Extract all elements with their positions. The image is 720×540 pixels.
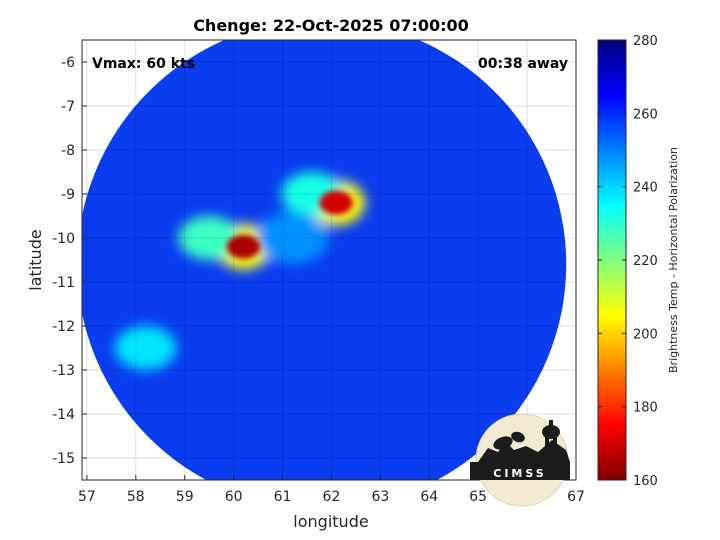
y-axis-label: latitude — [26, 229, 45, 290]
time-away-annotation: 00:38 away — [478, 56, 568, 72]
y-tick-label: -11 — [52, 275, 75, 291]
x-tick-label: 64 — [420, 489, 438, 505]
x-tick-label: 63 — [371, 489, 389, 505]
y-tick-label: -12 — [52, 319, 75, 335]
colorbar: 160 180 200 220 240 260 280 Brightness Temp - … — [597, 34, 680, 489]
x-tick-label: 65 — [469, 489, 487, 505]
feature-core-cluster-north — [319, 190, 354, 215]
x-axis-label: longitude — [293, 512, 368, 531]
feature-core-cluster-west — [226, 234, 261, 259]
colorbar-tick-label: 280 — [633, 34, 658, 49]
colorbar-tick-label: 200 — [633, 327, 658, 342]
chart-title: Chenge: 22-Oct-2025 07:00:00 — [193, 16, 469, 35]
colorbar-tick-label: 240 — [633, 181, 658, 196]
x-tick-label: 58 — [127, 489, 145, 505]
colorbar-tick-label: 260 — [633, 107, 658, 122]
colorbar-tick-label: 220 — [633, 254, 658, 269]
colorbar-gradient — [597, 39, 627, 481]
y-tick-label: -7 — [61, 99, 75, 115]
y-axis: -6 -7 -8 -9 -10 -11 -12 -13 -14 -15 — [52, 55, 87, 467]
vmax-annotation: Vmax: 60 kts — [92, 56, 195, 72]
feature-outer-band-sw — [114, 326, 177, 370]
x-tick-label: 57 — [78, 489, 96, 505]
x-tick-label: 67 — [567, 489, 585, 505]
x-tick-label: 62 — [323, 489, 341, 505]
y-tick-label: -15 — [52, 451, 75, 467]
swath-base — [82, 40, 567, 480]
y-tick-label: -14 — [52, 407, 75, 423]
x-tick-label: 59 — [176, 489, 194, 505]
colorbar-tick-label: 180 — [633, 401, 658, 416]
y-tick-label: -10 — [52, 231, 75, 247]
y-tick-label: -8 — [61, 143, 75, 159]
y-tick-label: -6 — [61, 55, 75, 71]
colorbar-tick-label: 160 — [633, 474, 658, 489]
axes-box — [81, 39, 577, 481]
y-tick-label: -13 — [52, 363, 75, 379]
feature-eye-region — [255, 212, 329, 264]
x-tick-label: 60 — [225, 489, 243, 505]
logo-text: CIMSS — [493, 467, 546, 480]
swath-image — [82, 40, 567, 480]
colorbar-label: Brightness Temp - Horizontal Polarizatio… — [667, 147, 680, 373]
x-tick-label: 61 — [274, 489, 292, 505]
y-tick-label: -9 — [61, 187, 75, 203]
feature-rain-band-west — [178, 216, 240, 260]
cimss-logo: CIMSS — [470, 413, 570, 507]
